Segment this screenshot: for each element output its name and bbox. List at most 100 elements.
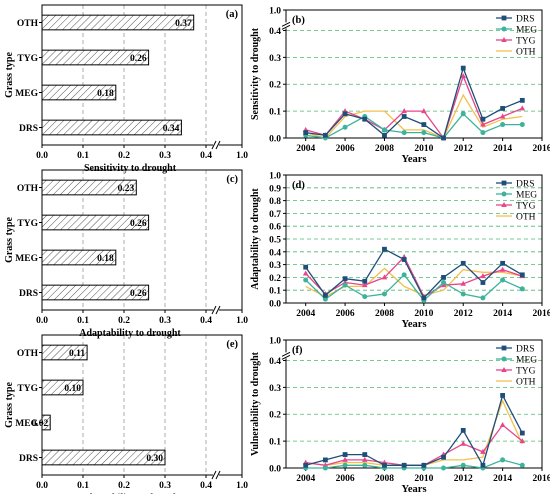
y-tick-label-meg: MEG <box>15 419 38 429</box>
legend-label-meg: MEG <box>516 191 537 201</box>
line-panel-f: 0.0 0.1 0.2 0.3 0.4 1.0 2004 2006 2008 2010 2012 20… <box>250 337 550 494</box>
x-tick-label: 0.3 <box>159 481 171 491</box>
data-point-drs <box>441 454 446 460</box>
plot-frame <box>41 169 243 311</box>
y-tick-label: 0.4 <box>269 248 281 258</box>
x-tick-label: 1.0 <box>236 316 248 326</box>
y-tick-label-drs: DRS <box>19 124 38 134</box>
y-tick-label-tyg: TYG <box>17 54 38 64</box>
series-line-drs <box>305 66 523 140</box>
data-label-oth: 0.37 <box>175 19 192 29</box>
data-point-meg <box>381 127 387 133</box>
plot-frame <box>285 9 543 139</box>
data-point-drs <box>382 462 387 468</box>
legend-label-tyg: TYG <box>516 202 536 212</box>
x-axis-label: Years <box>401 319 426 330</box>
legend-label-oth: OTH <box>516 378 536 388</box>
x-tick-label: 0.4 <box>200 316 212 326</box>
bar-panel-a: 0.37 OTH 0.26 TYG 0.18 MEG 0.34 DRS 0.0 0.1 0.2 0.3… <box>4 4 248 174</box>
data-point-drs <box>382 132 387 138</box>
data-point-meg <box>519 462 525 468</box>
data-point-tyg <box>480 121 486 127</box>
x-axis-label: Years <box>401 154 426 165</box>
x-tick-label: 0.0 <box>36 151 48 161</box>
data-point-drs <box>401 462 407 468</box>
series-line-tyg <box>305 74 523 140</box>
legend-label-tyg: TYG <box>516 37 536 47</box>
legend-label-drs: DRS <box>516 345 534 355</box>
x-tick-label: 2014 <box>493 474 512 484</box>
axis-break-mark <box>215 140 221 150</box>
y-tick-label-meg: MEG <box>15 254 38 264</box>
axis-break-mark <box>281 24 291 30</box>
x-tick-label: 0.3 <box>159 316 171 326</box>
y-tick-label: 0.6 <box>269 223 281 233</box>
x-tick-label: 0.2 <box>118 151 130 161</box>
x-tick-label: 2008 <box>375 309 394 319</box>
y-axis-label: Adaptability to drought <box>250 188 261 290</box>
x-axis-label: Years <box>401 484 426 494</box>
x-tick-label: 2010 <box>414 474 433 484</box>
y-tick-label-drs: DRS <box>19 454 38 464</box>
data-point-drs <box>362 278 368 284</box>
x-tick-label: 1.0 <box>236 481 248 491</box>
data-point-meg <box>519 286 525 292</box>
data-point-meg <box>401 130 407 136</box>
x-tick-label: 0.1 <box>77 151 89 161</box>
legend-marker-meg <box>501 191 507 197</box>
y-tick-label: 0.7 <box>269 210 281 220</box>
axis-break-mark <box>281 351 291 357</box>
data-point-drs <box>519 272 525 278</box>
axis-break-mark <box>211 470 217 480</box>
data-label-meg: 0.18 <box>97 254 114 264</box>
data-label-drs: 0.34 <box>163 124 180 134</box>
y-tick-label-tyg: TYG <box>17 384 38 394</box>
data-point-drs <box>519 430 525 436</box>
line-panel-d: 0.0 0.1 0.2 0.3 0.4 0.5 0.6 0.7 0.8 0.9 1.0 2004 200… <box>250 172 550 331</box>
legend-label-oth: OTH <box>516 48 536 58</box>
data-label-tyg: 0.26 <box>130 54 147 64</box>
data-point-meg <box>381 291 387 297</box>
x-tick-label: 2016 <box>533 474 550 484</box>
legend-label-meg: MEG <box>516 356 537 366</box>
data-point-drs <box>441 135 446 141</box>
y-axis-label: Sensitivity to drought <box>250 27 261 120</box>
x-tick-label: 2016 <box>533 309 550 319</box>
series-line-drs <box>305 393 523 467</box>
x-tick-label: 0.0 <box>36 316 48 326</box>
panel-label: (a) <box>226 9 239 20</box>
y-tick-label: 0.4 <box>269 27 281 37</box>
data-point-tyg <box>499 113 506 119</box>
y-tick-label: 0.2 <box>269 81 281 91</box>
y-tick-label: 0.8 <box>269 197 281 207</box>
data-point-drs <box>500 106 506 111</box>
y-tick-label: 0.0 <box>269 300 281 310</box>
data-point-drs <box>322 457 328 463</box>
data-label-tyg: 0.26 <box>130 219 147 229</box>
x-tick-label: 2012 <box>454 474 473 484</box>
data-point-tyg <box>381 274 388 280</box>
y-tick-label: 0.4 <box>269 357 281 367</box>
data-point-meg <box>480 295 486 301</box>
y-tick-label-tyg: TYG <box>17 219 38 229</box>
data-label-drs: 0.26 <box>130 289 147 299</box>
y-tick-label-oth: OTH <box>17 349 39 359</box>
legend-label-drs: DRS <box>516 15 534 25</box>
series-line-meg <box>305 112 523 139</box>
data-point-drs <box>500 260 506 266</box>
data-point-drs <box>480 280 486 285</box>
data-point-drs <box>421 295 427 301</box>
x-tick-label: 2004 <box>296 144 315 154</box>
legend-label-tyg: TYG <box>516 367 536 377</box>
y-tick-label-drs: DRS <box>19 289 38 299</box>
data-point-drs <box>382 246 387 252</box>
legend-label-oth: OTH <box>516 213 536 223</box>
data-point-meg <box>500 277 506 283</box>
data-point-drs <box>362 452 368 457</box>
data-point-meg <box>401 272 407 278</box>
x-tick-label: 0.1 <box>77 316 89 326</box>
series-line-drs <box>305 248 523 300</box>
bar-oth <box>41 14 195 31</box>
legend-marker-tyg <box>501 367 507 372</box>
